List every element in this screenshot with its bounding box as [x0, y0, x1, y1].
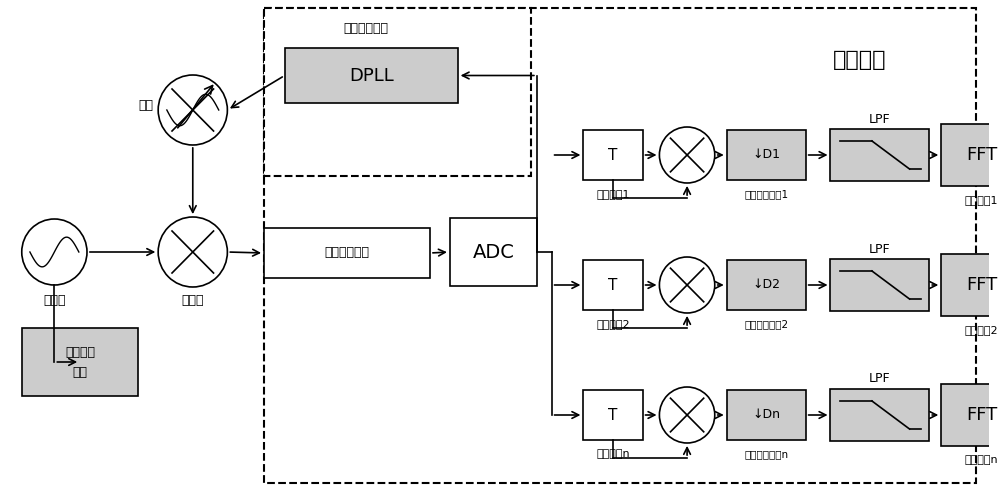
Text: 运算单剃2: 运算单剃2 [965, 325, 999, 335]
Text: FFT: FFT [966, 276, 997, 294]
Circle shape [158, 75, 227, 145]
Text: 混频器: 混频器 [182, 294, 204, 306]
Text: ↓Dn: ↓Dn [752, 409, 780, 421]
Text: T: T [608, 277, 618, 293]
Bar [264, 228, 430, 278]
Bar [941, 124, 1000, 186]
Text: 频率测量: 频率测量 [65, 346, 95, 358]
Text: 单元: 单元 [73, 365, 88, 379]
Text: 鉴频单剃2: 鉴频单剃2 [596, 319, 630, 329]
Bar [830, 389, 929, 441]
Text: 鉴频单剃1: 鉴频单剃1 [596, 189, 630, 199]
Bar [941, 384, 1000, 446]
Text: FFT: FFT [966, 146, 997, 164]
Text: LPF: LPF [869, 112, 891, 126]
Text: 待测源: 待测源 [43, 294, 66, 306]
Circle shape [659, 127, 715, 183]
Bar [830, 129, 929, 181]
Bar [583, 130, 643, 180]
Text: 数字部分: 数字部分 [833, 50, 887, 70]
Bar [22, 328, 138, 396]
Text: 抽取滤波单剃1: 抽取滤波单剃1 [744, 189, 788, 199]
Bar [941, 254, 1000, 316]
Text: ↓D2: ↓D2 [752, 278, 780, 292]
Text: T: T [608, 147, 618, 163]
Text: 抽取滤波单剃2: 抽取滤波单剃2 [744, 319, 788, 329]
Bar [450, 218, 537, 286]
Circle shape [22, 219, 87, 285]
Bar [264, 8, 976, 483]
Text: 中频调理单元: 中频调理单元 [325, 246, 370, 260]
Text: LPF: LPF [869, 243, 891, 255]
Bar [583, 260, 643, 310]
Bar [264, 8, 531, 176]
Circle shape [659, 387, 715, 443]
Text: LPF: LPF [869, 373, 891, 385]
Bar [727, 130, 806, 180]
Text: ↓D1: ↓D1 [752, 148, 780, 162]
Bar [830, 259, 929, 311]
Bar [727, 260, 806, 310]
Text: 抽取滤波单元n: 抽取滤波单元n [744, 449, 788, 459]
Text: 运算单元n: 运算单元n [965, 455, 999, 465]
Text: FFT: FFT [966, 406, 997, 424]
Text: 本振: 本振 [139, 99, 154, 111]
Text: 运算单剃1: 运算单剃1 [965, 195, 998, 205]
Text: 环路滤波单元: 环路滤波单元 [343, 22, 388, 34]
Bar [727, 390, 806, 440]
Circle shape [158, 217, 227, 287]
Text: DPLL: DPLL [349, 66, 394, 84]
Circle shape [659, 257, 715, 313]
Text: 鉴频单元n: 鉴频单元n [596, 449, 630, 459]
Bar [583, 390, 643, 440]
Text: T: T [608, 408, 618, 422]
Bar [285, 48, 458, 103]
Text: ADC: ADC [472, 243, 514, 262]
